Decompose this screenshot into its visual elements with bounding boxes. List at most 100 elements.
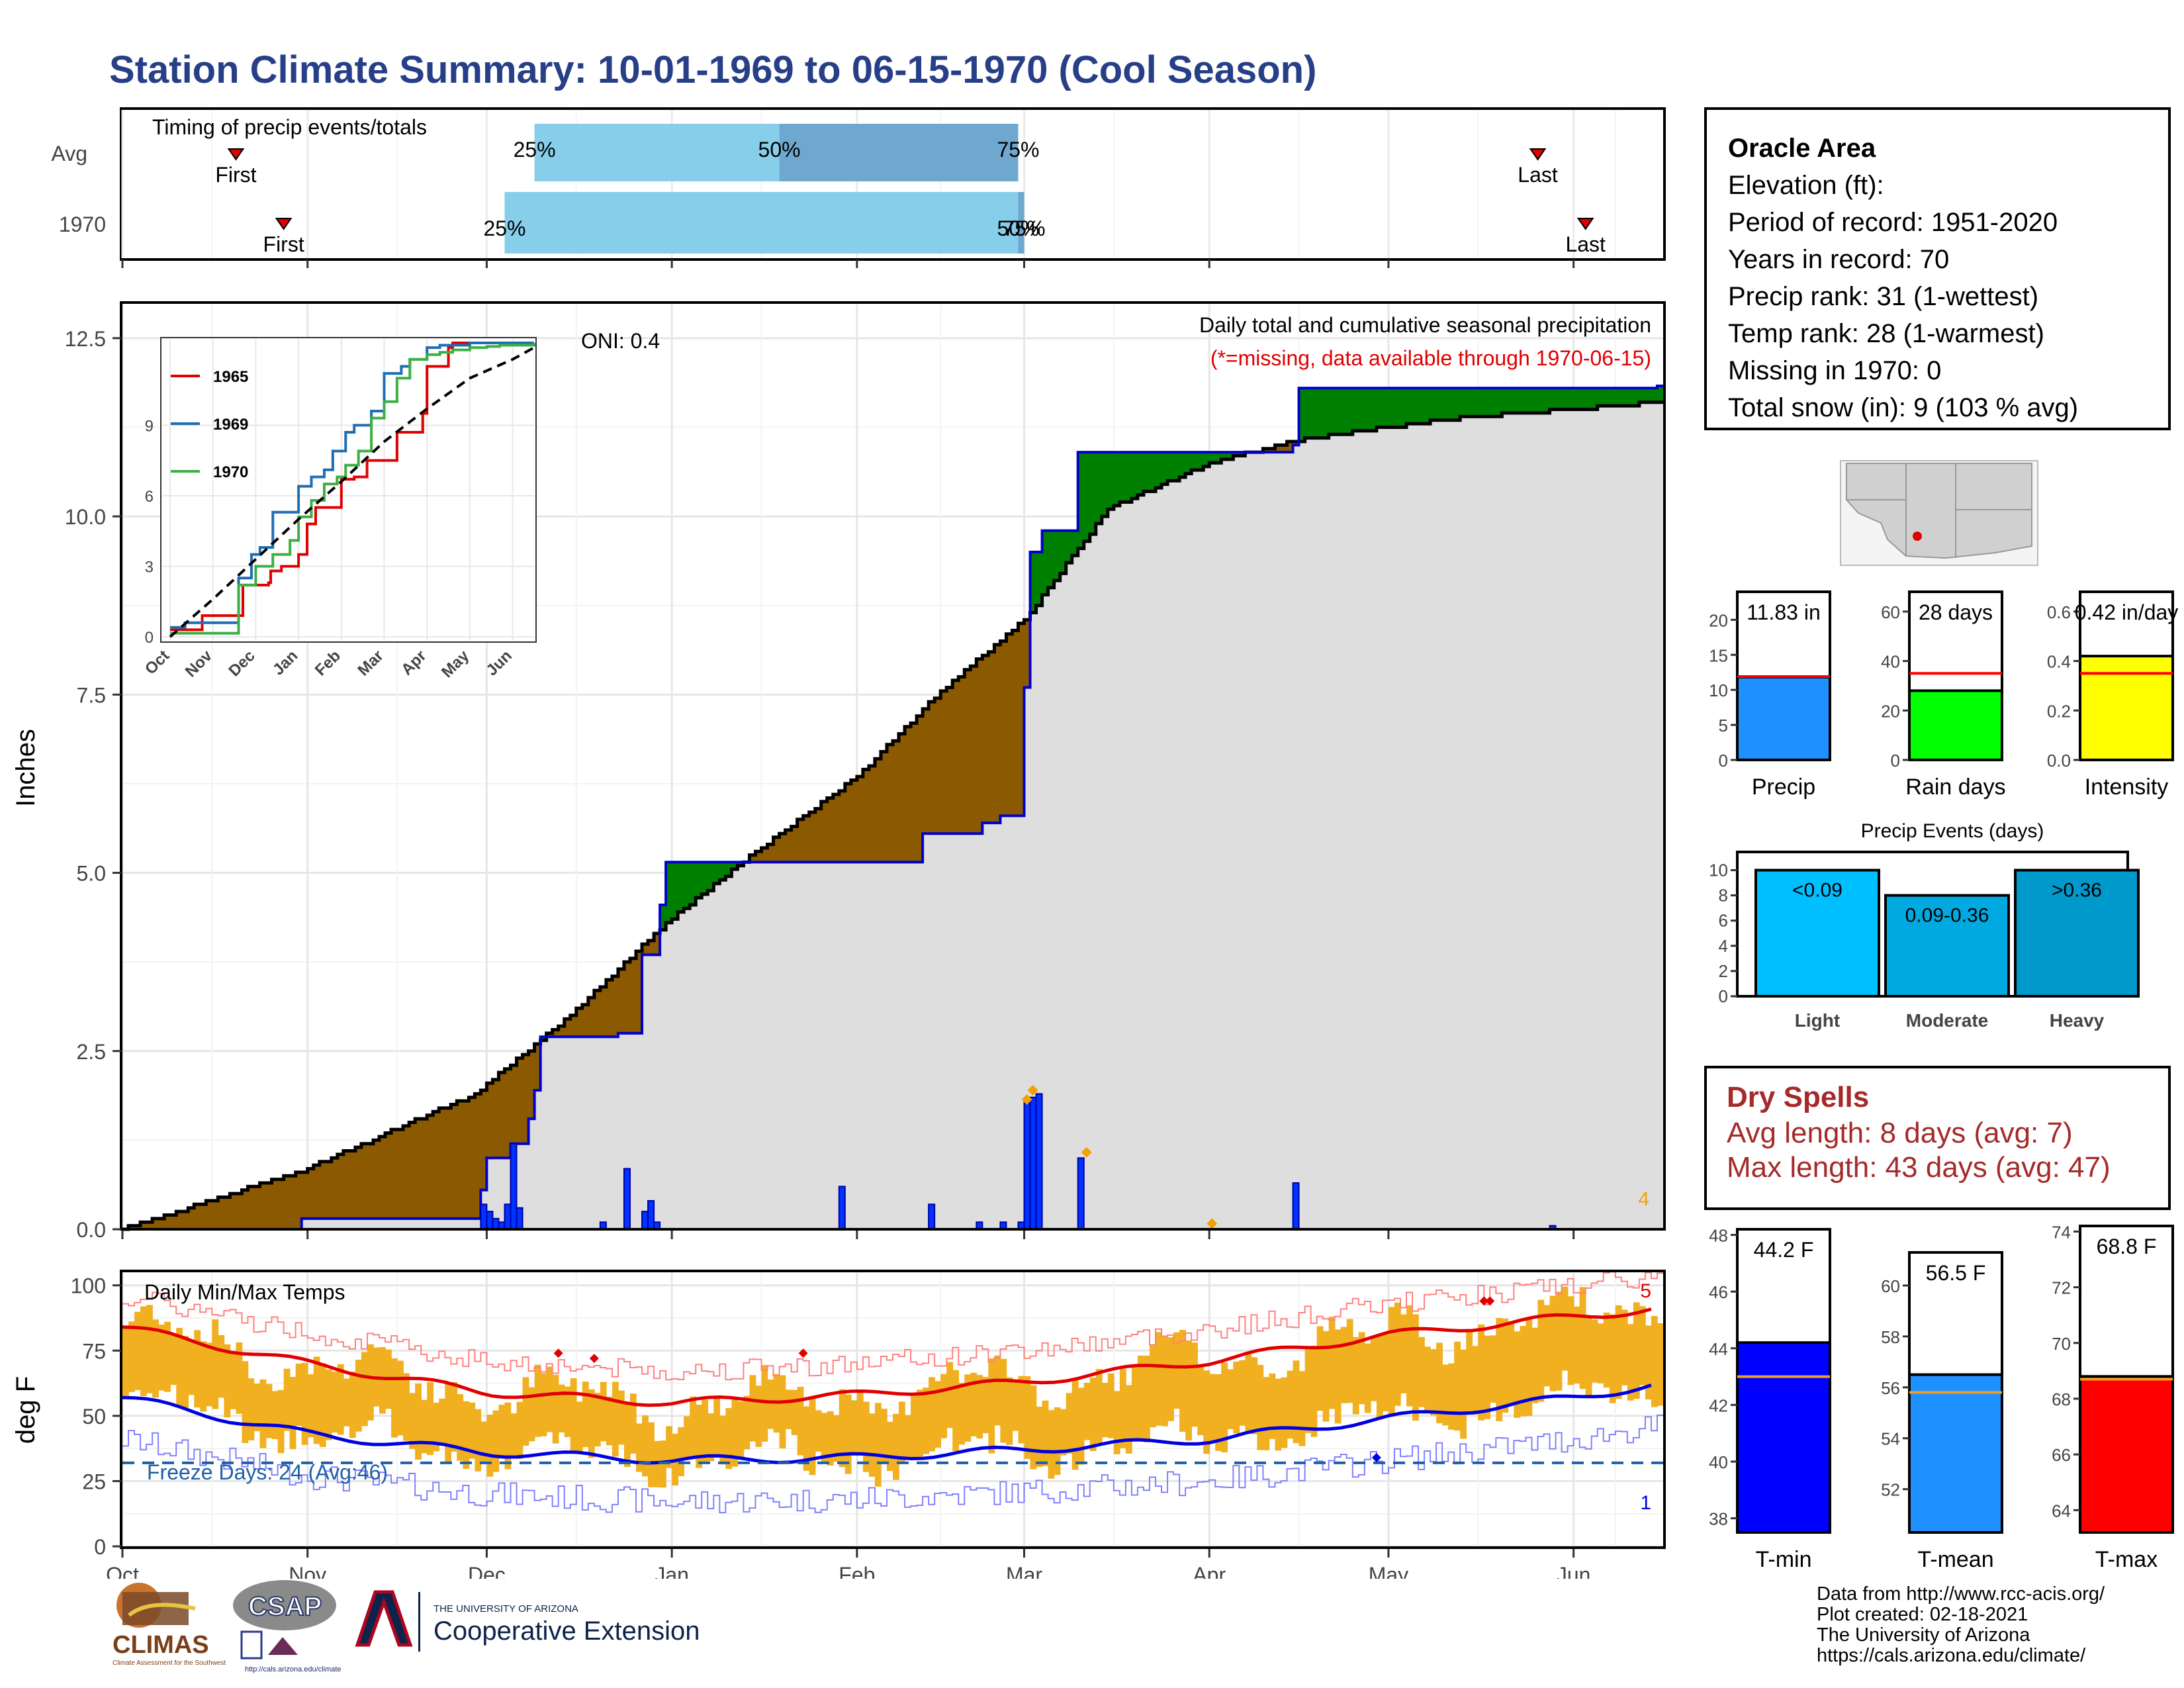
above-average-area — [1077, 452, 1085, 549]
above-average-area — [1340, 388, 1347, 435]
daily-temp-bar — [982, 1377, 989, 1434]
daily-temp-bar — [343, 1378, 350, 1427]
temp-lines — [122, 1271, 1663, 1514]
daily-temp-bar — [546, 1366, 553, 1432]
daily-temp-bar — [862, 1401, 870, 1472]
daily-temp-bar — [1490, 1335, 1497, 1403]
daily-temp-bar — [1107, 1373, 1115, 1438]
below-average-area — [844, 783, 852, 863]
daily-temp-bar — [1275, 1378, 1282, 1451]
above-average-area — [1179, 452, 1186, 477]
below-average-area — [785, 829, 792, 863]
above-average-area — [1484, 388, 1490, 417]
below-average-area — [982, 655, 989, 823]
below-average-area — [289, 1176, 296, 1229]
above-average-area — [1639, 388, 1646, 402]
daily-temp-bar — [1478, 1324, 1485, 1421]
daily-precip-bar — [516, 1207, 523, 1230]
above-average-area — [1227, 452, 1234, 459]
below-average-area — [361, 1143, 368, 1219]
below-average-area — [552, 1029, 559, 1037]
daily-temp-bar — [1239, 1360, 1246, 1426]
inset-y-tick: 6 — [145, 488, 154, 506]
daily-precip-bar — [623, 1168, 631, 1231]
below-average-area — [182, 1211, 189, 1229]
daily-temp-bar — [719, 1415, 727, 1465]
daily-temp-bar — [1657, 1323, 1664, 1406]
month-label: Dec — [468, 1563, 506, 1579]
above-average-area — [1156, 452, 1162, 488]
timing-row-avg: Avg — [51, 142, 87, 165]
above-average-area — [1400, 388, 1407, 428]
below-average-area — [492, 1079, 500, 1158]
daily-temp-bar — [850, 1400, 858, 1456]
timing-bar-25-50 — [504, 192, 1019, 254]
daily-temp-bar — [905, 1415, 911, 1458]
y-tick-label: 50 — [82, 1405, 106, 1429]
below-average-area — [833, 794, 840, 863]
above-average-area — [713, 862, 720, 884]
daily-temp-bar — [1083, 1382, 1091, 1440]
y-tick-label: 0 — [1719, 751, 1728, 771]
daily-temp-bar — [331, 1371, 338, 1433]
daily-temp-bar — [552, 1374, 559, 1444]
below-average-area — [893, 741, 899, 863]
below-average-area — [349, 1150, 356, 1219]
y-tick-label: 52 — [1881, 1480, 1900, 1500]
record-low-count: 1 — [1640, 1492, 1651, 1514]
below-average-area — [917, 716, 923, 863]
timing-bar-50-75 — [1018, 192, 1024, 254]
daily-temp-bar — [923, 1387, 929, 1454]
y-tick-label: 20 — [1709, 610, 1728, 630]
above-average-area — [1651, 388, 1658, 402]
y-tick-label: 2.5 — [77, 1040, 106, 1064]
daily-temp-bar — [678, 1427, 684, 1477]
y-tick-label: 38 — [1709, 1509, 1728, 1529]
daily-temp-bar — [1293, 1360, 1300, 1444]
below-average-area — [1006, 633, 1013, 816]
below-average-area — [934, 698, 941, 834]
daily-temp-bar — [1520, 1325, 1527, 1417]
daily-temp-bar — [391, 1358, 398, 1438]
below-average-area — [874, 759, 882, 863]
daily-temp-bar — [1639, 1306, 1646, 1385]
daily-temp-bar — [1018, 1376, 1025, 1444]
below-average-area — [839, 790, 846, 863]
below-average-area — [1018, 623, 1025, 816]
above-average-area — [1161, 452, 1168, 485]
credit-line: The University of Arizona — [1817, 1624, 2030, 1646]
normal-max-line — [122, 1307, 1652, 1407]
y-tick-label: 0.4 — [2047, 652, 2071, 672]
below-average-area — [439, 1107, 445, 1219]
daily-temp-bar — [433, 1402, 440, 1452]
above-average-area — [1442, 388, 1449, 420]
above-average-area — [1370, 388, 1377, 431]
precip-missing-note: (*=missing, data available through 1970-… — [1210, 346, 1651, 370]
daily-temp-bar — [874, 1403, 882, 1487]
above-average-area — [1502, 388, 1508, 413]
first-event-label: First — [215, 163, 256, 187]
daily-temp-bar — [1328, 1316, 1336, 1409]
below-average-area — [755, 851, 762, 863]
daily-temp-bar — [1036, 1406, 1043, 1468]
daily-temp-bar — [1179, 1330, 1186, 1432]
svg-text:Cooperative Extension: Cooperative Extension — [433, 1617, 700, 1646]
precip-summary-charts: 0 5 10 15 20 11.83 in Precip 0 20 40 60 28 days Rain… — [1709, 590, 2178, 800]
below-average-area — [923, 708, 929, 834]
above-average-area — [1406, 388, 1413, 424]
daily-temp-bar — [1555, 1291, 1563, 1391]
daily-temp-bar — [725, 1408, 733, 1470]
y-tick-label: 20 — [1881, 701, 1900, 721]
daily-temp-bar — [200, 1341, 207, 1412]
below-average-area — [385, 1133, 392, 1219]
below-average-area — [558, 1026, 565, 1037]
above-average-area — [1448, 388, 1455, 420]
record-high-count: 5 — [1640, 1280, 1651, 1302]
below-average-area — [749, 855, 756, 863]
daily-temp-bar — [737, 1401, 745, 1458]
below-average-area — [415, 1119, 422, 1219]
daily-temp-bar — [1131, 1364, 1138, 1439]
daily-precip-bar — [492, 1217, 500, 1231]
above-average-area — [1460, 388, 1467, 417]
first-event-marker — [227, 148, 245, 161]
